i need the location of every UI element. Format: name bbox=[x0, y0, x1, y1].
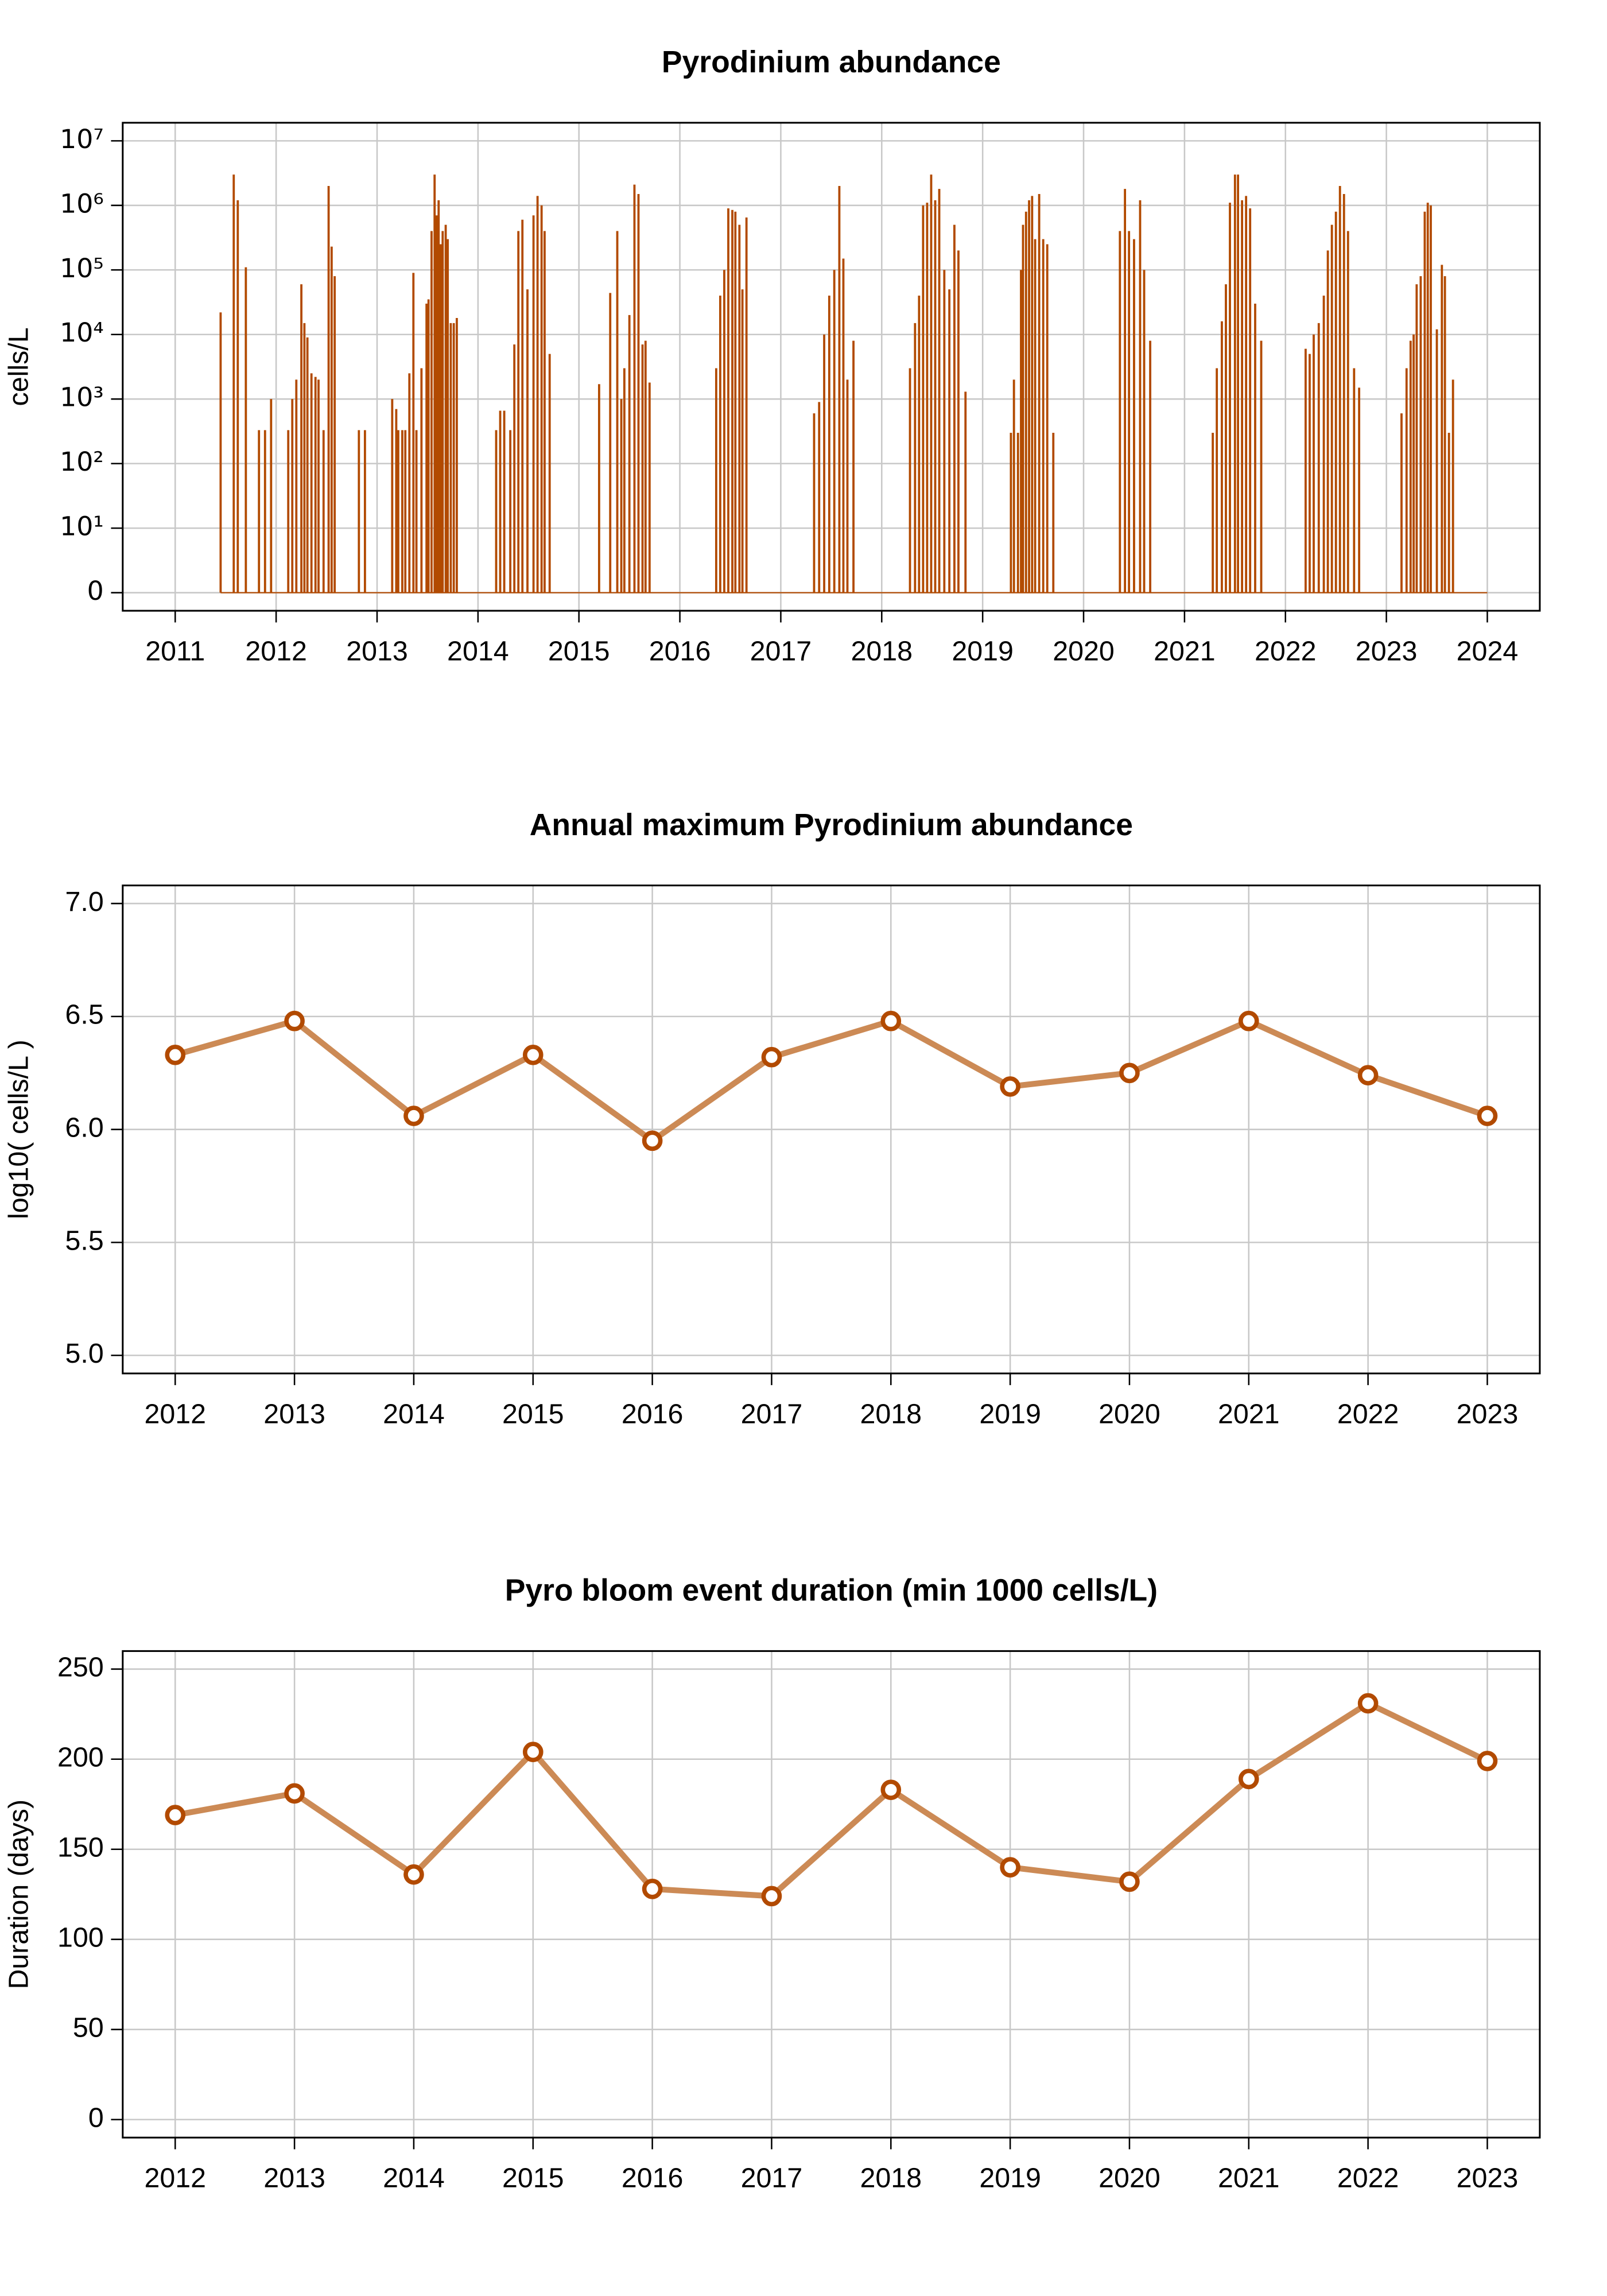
x-tick-label: 2015 bbox=[548, 636, 610, 667]
y-tick-label: 10¹ bbox=[60, 511, 104, 542]
x-tick-label: 2018 bbox=[860, 2163, 922, 2194]
y-axis-label: log10( cells/L ) bbox=[3, 1040, 34, 1219]
x-tick-label: 2022 bbox=[1255, 636, 1317, 667]
x-tick-label: 2016 bbox=[622, 2163, 684, 2194]
point bbox=[1238, 1768, 1259, 1790]
y-tick-label: 200 bbox=[57, 1742, 104, 1773]
point bbox=[165, 1805, 186, 1825]
x-tick-label: 2020 bbox=[1098, 2163, 1160, 2194]
y-tick-label: 0 bbox=[88, 2102, 104, 2133]
x-tick-label: 2023 bbox=[1457, 2163, 1519, 2194]
point bbox=[1119, 1062, 1140, 1084]
x-tick-label: 2012 bbox=[245, 636, 307, 667]
y-tick-label: 10⁵ bbox=[60, 253, 104, 284]
x-tick-label: 2013 bbox=[263, 1398, 325, 1429]
x-tick-label: 2013 bbox=[263, 2163, 325, 2194]
x-tick-label: 2014 bbox=[447, 636, 509, 667]
line bbox=[174, 1700, 1489, 1899]
x-tick-label: 2015 bbox=[502, 1398, 564, 1429]
point bbox=[1357, 1065, 1379, 1086]
plot-frame bbox=[122, 1650, 1541, 2139]
plot-frame bbox=[122, 885, 1541, 1375]
chart-title: Pyro bloom event duration (min 1000 cell… bbox=[505, 1574, 1158, 1608]
y-tick-label: 5.5 bbox=[65, 1225, 103, 1256]
y-tick-label: 10² bbox=[60, 446, 104, 477]
x-tick-label: 2015 bbox=[502, 2163, 564, 2194]
y-tick-label: 10⁷ bbox=[60, 123, 104, 154]
x-tick-label: 2021 bbox=[1218, 1398, 1280, 1429]
x-tick-label: 2016 bbox=[649, 636, 711, 667]
x-tick-label: 2017 bbox=[741, 2163, 803, 2194]
x-tick-label: 2019 bbox=[952, 636, 1014, 667]
point bbox=[403, 1106, 424, 1126]
x-tick-label: 2012 bbox=[144, 1398, 206, 1429]
chart-title: Pyrodinium abundance bbox=[662, 45, 1001, 79]
x-tick-label: 2020 bbox=[1098, 1398, 1160, 1429]
y-tick-label: 150 bbox=[57, 1832, 104, 1863]
y-axis-label: Duration (days) bbox=[3, 1799, 34, 1989]
point bbox=[1000, 1076, 1020, 1097]
x-tick-label: 2017 bbox=[741, 1398, 803, 1429]
y-tick-label: 6.0 bbox=[65, 1112, 103, 1143]
x-tick-label: 2021 bbox=[1218, 2163, 1280, 2194]
point bbox=[642, 1130, 663, 1151]
y-tick-label: 0 bbox=[87, 575, 104, 606]
x-tick-label: 2021 bbox=[1154, 636, 1216, 667]
y-axis-label: cells/L bbox=[3, 327, 34, 406]
point bbox=[880, 1779, 902, 1800]
x-tick-label: 2014 bbox=[383, 1398, 445, 1429]
x-tick-label: 2011 bbox=[145, 636, 205, 667]
x-tick-label: 2018 bbox=[851, 636, 913, 667]
point bbox=[522, 1044, 544, 1065]
line bbox=[174, 1018, 1489, 1144]
plot-frame bbox=[122, 122, 1541, 612]
x-tick-label: 2022 bbox=[1337, 2163, 1399, 2194]
point bbox=[642, 1878, 663, 1899]
x-tick-label: 2020 bbox=[1053, 636, 1115, 667]
x-tick-label: 2012 bbox=[144, 2163, 206, 2194]
y-tick-label: 100 bbox=[57, 1922, 104, 1953]
point bbox=[761, 1886, 782, 1907]
y-tick-label: 50 bbox=[73, 2012, 104, 2043]
x-tick-label: 2024 bbox=[1457, 636, 1519, 667]
y-tick-label: 5.0 bbox=[65, 1338, 103, 1369]
x-tick-label: 2019 bbox=[979, 1398, 1041, 1429]
point bbox=[284, 1010, 305, 1031]
point bbox=[1238, 1010, 1259, 1031]
x-tick-label: 2019 bbox=[979, 2163, 1041, 2194]
chart-title: Annual maximum Pyrodinium abundance bbox=[530, 808, 1133, 842]
y-tick-label: 250 bbox=[57, 1652, 104, 1683]
y-tick-label: 6.5 bbox=[65, 999, 103, 1030]
point bbox=[880, 1010, 902, 1031]
x-tick-label: 2017 bbox=[750, 636, 812, 667]
point bbox=[1477, 1751, 1498, 1771]
x-tick-label: 2023 bbox=[1356, 636, 1418, 667]
point bbox=[165, 1044, 186, 1065]
x-tick-label: 2022 bbox=[1337, 1398, 1399, 1429]
point bbox=[1357, 1693, 1379, 1714]
point bbox=[403, 1864, 424, 1885]
point bbox=[1119, 1871, 1140, 1892]
point bbox=[1477, 1106, 1498, 1126]
point bbox=[284, 1783, 305, 1804]
point bbox=[1000, 1857, 1020, 1878]
y-tick-label: 10³ bbox=[60, 382, 104, 413]
x-tick-label: 2023 bbox=[1457, 1398, 1519, 1429]
y-tick-label: 7.0 bbox=[65, 886, 103, 917]
point bbox=[522, 1742, 544, 1763]
point bbox=[761, 1046, 782, 1068]
y-tick-label: 10⁶ bbox=[60, 188, 104, 219]
x-tick-label: 2018 bbox=[860, 1398, 922, 1429]
y-tick-label: 10⁴ bbox=[60, 317, 104, 348]
x-tick-label: 2014 bbox=[383, 2163, 445, 2194]
x-tick-label: 2016 bbox=[622, 1398, 684, 1429]
x-tick-label: 2013 bbox=[346, 636, 408, 667]
